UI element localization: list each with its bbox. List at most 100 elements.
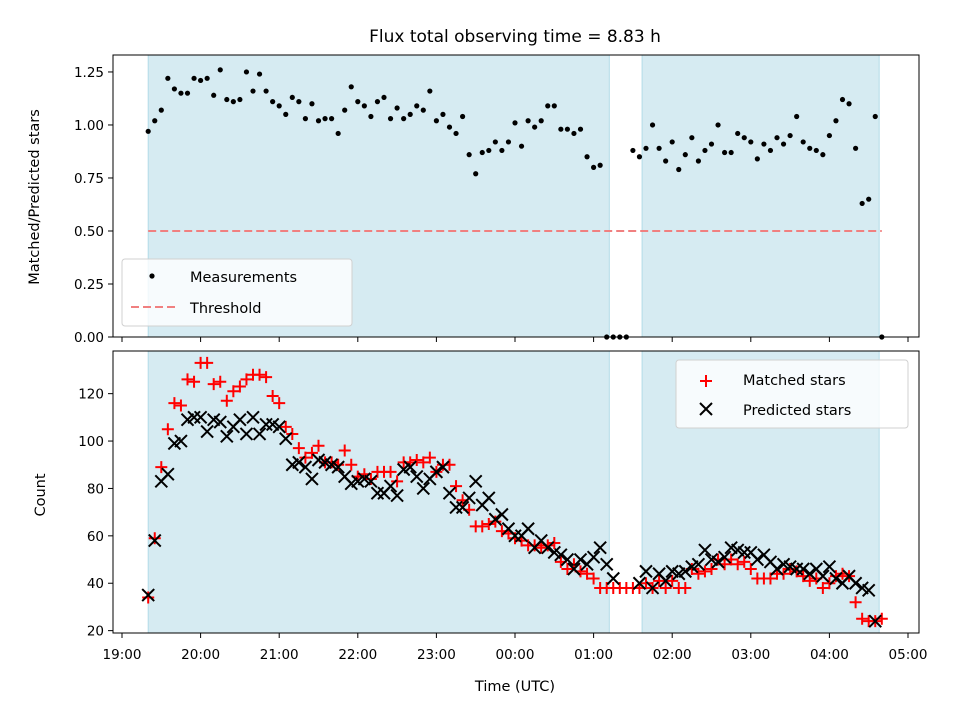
measurement-point [184,90,191,96]
measurement-point [204,75,210,81]
matched-star-point [345,458,358,471]
measurement-point [342,107,348,113]
predicted-star-point [816,569,830,583]
predicted-star-point [711,555,725,569]
top-legend-box [121,258,353,327]
x-tick-label: 04:00 [810,647,849,663]
measurement-point [813,147,819,154]
predicted-star-point [541,540,555,555]
measurement-point [807,145,813,151]
measurement-point [820,152,826,158]
measurement-point [355,99,361,105]
measurement-point [571,130,577,137]
legend-measurements-label: Measurements [190,270,297,286]
measurement-point [800,139,806,145]
measurement-point [794,113,800,120]
matched-star-point [410,454,423,467]
measurement-point [748,139,754,145]
matched-star-point [738,555,751,568]
matched-star-point [279,420,292,433]
predicted-star-point [848,576,863,590]
predicted-star-point [750,552,765,567]
measurement-point [728,149,734,156]
predicted-star-point [632,576,647,590]
measurement-point [263,88,269,94]
bottom-x-ticks: 19:00 20:00 21:00 22:00 23:00 00:00 01:00 02:00… [103,633,928,663]
predicted-star-point [213,415,227,429]
measurement-point [859,200,865,207]
matched-star-point [181,373,194,386]
x-tick-label: 21:00 [260,647,299,663]
measurement-point [145,128,151,134]
top-axes-frame [112,54,920,338]
x-tick-label: 00:00 [496,647,535,663]
y-tick-label: 0.25 [74,277,104,293]
measurement-point [872,113,878,120]
matched-star-point [816,581,829,594]
measurement-point [545,103,551,109]
x-tick-label: 22:00 [338,647,377,663]
observing-band-2 [641,54,880,338]
matched-star-point [214,375,227,388]
measurement-point [577,126,584,132]
measurement-point [296,99,302,105]
measurement-point [518,143,525,149]
matched-star-point [325,456,338,469]
predicted-star-point [200,424,214,439]
x-tick-label: 05:00 [889,647,928,663]
predicted-star-point [331,460,345,474]
measurement-point [525,118,531,124]
predicted-star-point [521,522,535,536]
measurement-point [839,96,846,103]
measurement-point [833,118,839,124]
matched-star-point [391,475,404,488]
bottom-axes-frame [112,350,920,634]
y-tick-label: 120 [78,387,104,403]
measurement-point [787,132,793,139]
predicted-star-point [410,469,424,484]
measurement-point [780,141,787,147]
measurement-point [394,105,400,111]
measurement-point [558,126,564,132]
matched-star-point [784,563,797,576]
predicted-star-point [272,420,286,434]
matched-star-point [548,536,561,549]
measurement-point [368,113,374,120]
y-tick-label: 20 [87,624,104,640]
predicted-star-point [593,540,607,555]
measurement-point [676,166,682,173]
matched-star-point [764,572,777,585]
measurement-point [538,118,544,124]
predicted-star-point [770,562,784,576]
predicted-star-point [364,474,378,489]
matched-star-point [692,567,705,580]
matched-star-point [233,380,246,393]
predicted-star-point [279,431,293,446]
predicted-star-point [678,564,693,579]
matched-star-point [161,423,174,436]
measurement-point [250,88,256,94]
measurement-point [656,145,662,151]
predicted-star-point [567,562,581,576]
predicted-star-point [220,429,234,444]
measurement-point [414,103,420,109]
matched-star-point [207,378,220,391]
measurement-point [505,139,512,145]
y-tick-label: 100 [78,434,104,450]
measurement-point [708,141,715,147]
matched-star-point [201,356,214,369]
y-tick-label: 40 [87,576,104,592]
matched-star-point [679,581,692,594]
measurement-point [722,149,728,156]
measurement-point [276,103,282,109]
measurement-point [335,130,341,137]
matched-star-point [220,394,233,407]
measurement-point [256,71,263,77]
matched-star-point [188,375,201,388]
matched-star-point [666,574,679,587]
x-tick-label: 02:00 [653,647,692,663]
measurement-point [211,92,217,98]
predicted-star-point [462,491,476,505]
matched-star-point [168,397,181,410]
